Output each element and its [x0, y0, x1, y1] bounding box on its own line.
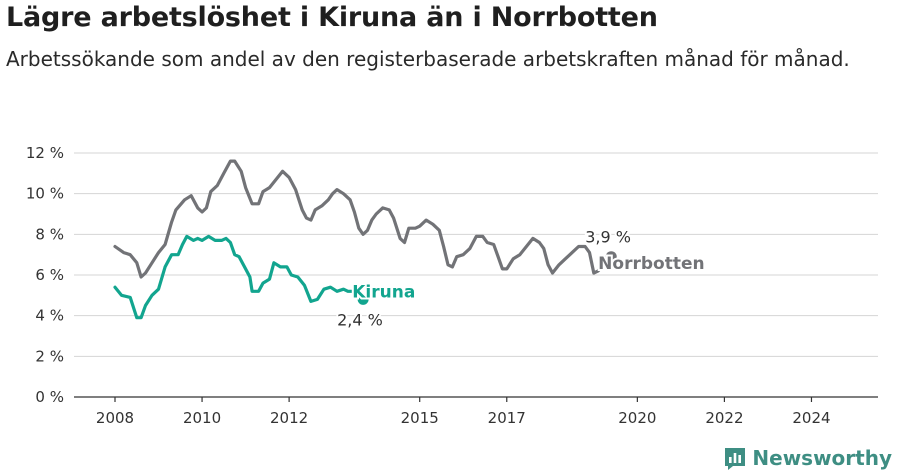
- chart-subtitle: Arbetssökande som andel av den registerb…: [6, 47, 850, 71]
- newsworthy-logo-icon: [725, 448, 746, 470]
- end-marker-kiruna: [357, 293, 369, 305]
- newsworthy-brand: Newsworthy: [724, 446, 892, 470]
- x-tick-label: 2020: [618, 409, 656, 427]
- series-name-kiruna: Kiruna: [352, 282, 415, 302]
- series-lines: [113, 159, 617, 320]
- chart-title: Lägre arbetslöshet i Kiruna än i Norrbot…: [6, 2, 658, 33]
- y-axis-labels: 0 % 2 % 4 % 6 % 8 % 10 % 12 %: [26, 144, 64, 406]
- x-tick-label: 2015: [401, 409, 439, 427]
- y-tick-label: 6 %: [35, 266, 64, 284]
- series-labels: Norrbotten Kiruna 3,9 % 2,4 %: [335, 226, 706, 332]
- end-marker-norrbotten: [605, 251, 617, 263]
- x-tick-label: 2012: [270, 409, 308, 427]
- x-tick-label: 2017: [488, 409, 526, 427]
- x-axis: 2008 2010 2012 2015 2017 2020 2022 2024: [74, 396, 878, 427]
- x-tick-label: 2008: [96, 409, 134, 427]
- y-tick-label: 0 %: [35, 388, 64, 406]
- series-line-kiruna: [113, 234, 365, 320]
- x-tick-label: 2022: [705, 409, 743, 427]
- x-tick-label: 2024: [792, 409, 830, 427]
- end-value-norrbotten: 3,9 %: [585, 228, 631, 247]
- x-tick-label: 2010: [183, 409, 221, 427]
- y-tick-label: 2 %: [35, 347, 64, 365]
- y-tick-label: 12 %: [26, 144, 64, 162]
- y-tick-label: 8 %: [35, 225, 64, 243]
- y-tick-label: 4 %: [35, 307, 64, 325]
- grid-lines: [74, 152, 878, 357]
- brand-name: Newsworthy: [752, 446, 892, 470]
- series-name-norrbotten: Norrbotten: [598, 254, 704, 274]
- series-line-norrbotten: [113, 159, 613, 279]
- end-value-kiruna: 2,4 %: [337, 310, 383, 329]
- y-tick-label: 10 %: [26, 185, 64, 203]
